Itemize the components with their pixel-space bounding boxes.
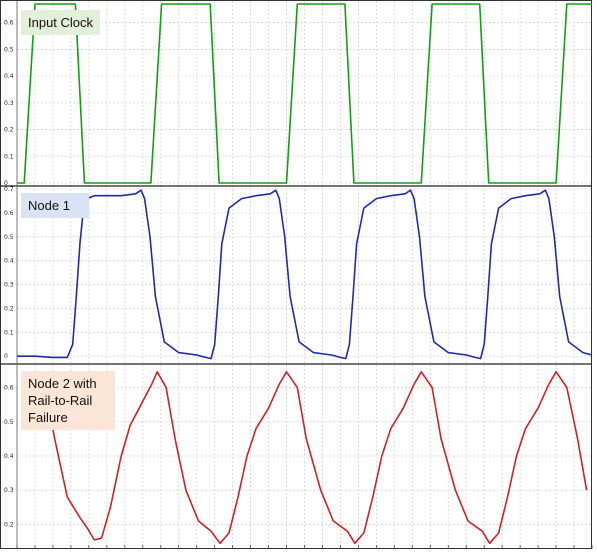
y-tick-label: 0.5 bbox=[4, 46, 14, 53]
legend-node-1: Node 1 bbox=[21, 193, 89, 218]
y-tick-label: 0.1 bbox=[4, 329, 14, 336]
y-tick-label: 0.3 bbox=[4, 282, 14, 289]
y-tick-label: 0.5 bbox=[4, 419, 14, 426]
y-tick-label: 0.5 bbox=[4, 234, 14, 241]
y-tick-label: 0.3 bbox=[4, 487, 14, 494]
y-tick-label: 0.1 bbox=[4, 153, 14, 160]
y-tick-label: 0 bbox=[4, 353, 8, 360]
y-tick-label: 0.4 bbox=[4, 258, 14, 265]
y-tick-label: 0.7 bbox=[4, 186, 14, 193]
legend-input-clock: Input Clock bbox=[21, 10, 101, 35]
y-tick-label: 0.4 bbox=[4, 73, 14, 80]
waveform-series bbox=[17, 189, 593, 360]
y-tick-label: 0.6 bbox=[4, 385, 14, 392]
legend-node-2: Node 2 with Rail-to-Rail Failure bbox=[21, 371, 115, 430]
y-tick-label: 0.3 bbox=[4, 100, 14, 107]
y-tick-label: 0.2 bbox=[4, 521, 14, 528]
y-tick-label: 0.2 bbox=[4, 305, 14, 312]
y-tick-label: 0.6 bbox=[4, 210, 14, 217]
y-tick-label: 0.4 bbox=[4, 453, 14, 460]
waveform-series bbox=[43, 371, 588, 545]
y-tick-label: 0.6 bbox=[4, 20, 14, 27]
y-tick-label: 0.2 bbox=[4, 127, 14, 134]
y-tick-label: 0 bbox=[4, 180, 8, 187]
